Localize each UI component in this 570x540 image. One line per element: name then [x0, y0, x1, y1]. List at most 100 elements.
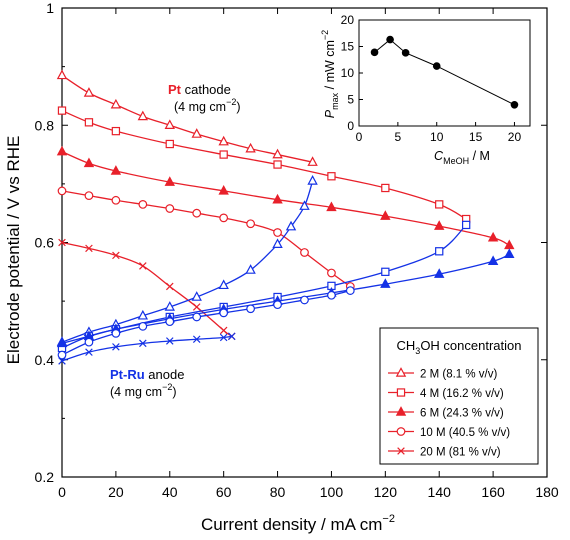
x-tick-label: 80 — [270, 484, 286, 500]
legend-label: 2 M (8.1 % v/v) — [420, 369, 497, 381]
inset-data-point — [401, 49, 410, 57]
data-point — [192, 312, 202, 322]
main-series-group — [56, 69, 515, 365]
series-cathode-10M — [57, 186, 355, 291]
data-point — [219, 213, 229, 223]
series-cathode-4M — [57, 106, 471, 224]
data-point — [272, 238, 283, 249]
data-point — [219, 333, 228, 342]
data-point — [84, 191, 94, 200]
data-point — [191, 291, 202, 301]
series-cathode-2M — [56, 69, 318, 166]
data-point — [57, 106, 67, 115]
data-point — [218, 279, 229, 290]
data-point — [504, 239, 515, 250]
data-point — [299, 200, 310, 210]
data-point — [307, 175, 318, 185]
x-tick-label: 180 — [535, 484, 559, 500]
cathode-annotation: Pt cathode (4 mg cm−2) — [168, 82, 241, 114]
data-point — [327, 172, 336, 181]
inset-y-tick-label: 15 — [341, 40, 355, 54]
legend-title: CH3OH concentration — [397, 338, 522, 356]
data-point — [273, 228, 282, 237]
inset-axes: 0 5 10 15 20 0 5 10 15 20 — [341, 13, 531, 144]
data-point — [245, 142, 256, 153]
inset-y-tick-label: 10 — [341, 66, 355, 80]
data-point — [84, 337, 94, 347]
x-tick-label: 160 — [481, 484, 505, 500]
data-point — [56, 337, 68, 348]
data-point — [381, 267, 390, 276]
legend-marker — [396, 388, 406, 397]
data-point — [192, 208, 202, 218]
cathode-annotation-text: cathode — [181, 82, 231, 97]
y-axis-label: Electrode potential / V vs RHE — [4, 136, 23, 365]
data-point — [165, 317, 175, 327]
data-point — [164, 301, 175, 311]
data-point — [435, 247, 444, 256]
inset-y-tick-label: 0 — [347, 119, 354, 133]
inset-data-point — [432, 62, 441, 70]
x-tick-label: 120 — [374, 484, 398, 500]
legend-entry: 4 M (16.2 % v/v) — [388, 388, 504, 400]
data-point — [434, 220, 445, 230]
inset-data-point — [510, 101, 519, 109]
y-tick-label: 0.8 — [35, 117, 55, 133]
series-anode-10M — [57, 286, 355, 360]
x-tick-label: 60 — [216, 484, 232, 500]
inset-background — [352, 20, 530, 126]
data-point — [272, 148, 283, 159]
data-point — [307, 156, 318, 166]
data-point — [227, 332, 236, 341]
inset-y-tick-label: 5 — [347, 93, 354, 107]
inset-data-point — [386, 35, 394, 44]
data-point — [434, 268, 445, 278]
data-point — [164, 176, 175, 186]
svg-text:(4 mg cm−2): (4 mg cm−2) — [110, 382, 177, 399]
legend-marker — [395, 406, 407, 416]
legend-label: 10 M (40.5 % v/v) — [420, 427, 510, 439]
data-point — [84, 118, 94, 127]
data-point — [192, 303, 201, 311]
y-tick-label: 0.6 — [35, 235, 55, 251]
data-point — [218, 135, 229, 146]
data-point — [138, 200, 148, 209]
data-point — [164, 119, 175, 129]
data-point — [380, 210, 391, 220]
x-tick-label: 0 — [58, 484, 66, 500]
data-point — [83, 87, 95, 97]
data-point — [57, 186, 67, 196]
anode-annotation: Pt-Ru anode (4 mg cm−2) — [110, 367, 184, 399]
data-point — [112, 343, 120, 351]
data-point — [219, 308, 229, 318]
x-tick-label: 140 — [428, 484, 452, 500]
legend-marker — [397, 447, 405, 455]
svg-text:(4 mg cm−2): (4 mg cm−2) — [174, 97, 241, 114]
data-point — [504, 248, 515, 258]
inset-data-point — [370, 48, 379, 57]
svg-text:Pt cathode: Pt cathode — [168, 82, 231, 97]
data-point — [110, 98, 122, 109]
x-tick-label: 100 — [320, 484, 344, 500]
inset-chart: 0 5 10 15 20 0 5 10 15 20 Pmax / mW cm−2 CMeOH / … — [320, 13, 531, 166]
inset-y-tick-label: 20 — [341, 13, 355, 27]
inset-x-axis-label: CMeOH / M — [434, 149, 490, 166]
data-point — [110, 165, 122, 175]
anode-annotation-bold: Pt-Ru — [110, 367, 145, 382]
legend-entry: 2 M (8.1 % v/v) — [388, 367, 497, 381]
data-point — [191, 128, 202, 138]
x-axis-label: Current density / mA cm−2 — [201, 513, 395, 534]
legend-marker — [396, 427, 406, 436]
inset-x-tick-label: 20 — [508, 130, 522, 144]
legend-label: 6 M (24.3 % v/v) — [420, 408, 504, 420]
data-point — [245, 264, 256, 274]
data-point — [487, 231, 499, 242]
data-point — [435, 200, 444, 209]
legend-entry: 20 M (81 % v/v) — [388, 447, 501, 459]
data-point — [381, 183, 390, 193]
x-tick-label: 40 — [162, 484, 178, 500]
data-point — [165, 282, 174, 291]
data-point — [56, 69, 68, 80]
